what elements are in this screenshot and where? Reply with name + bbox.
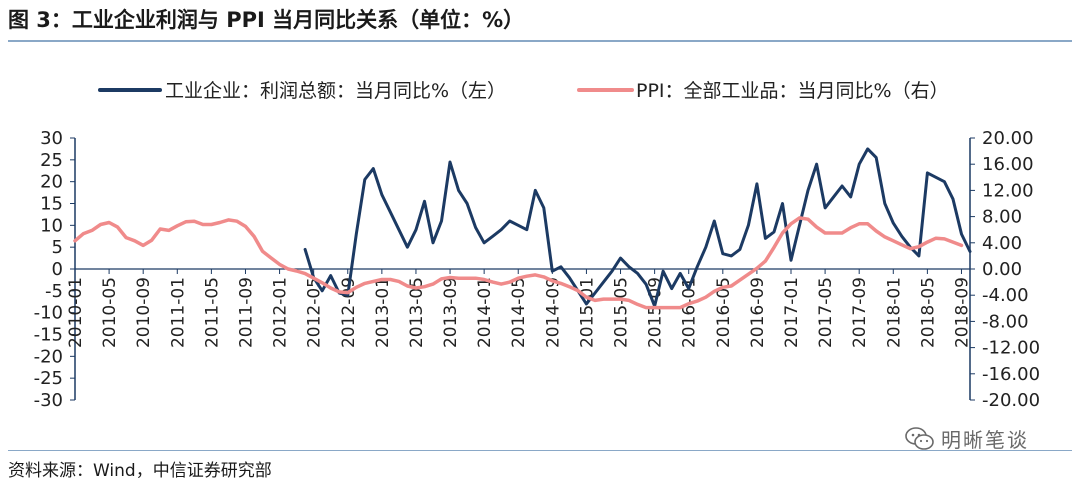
y-left-tick-label: 30 xyxy=(40,128,63,149)
x-tick-label: 2018-01 xyxy=(884,277,904,348)
chart-title: 图 3：工业企业利润与 PPI 当月同比关系（单位：%） xyxy=(8,8,525,32)
y-left-tick-label: -15 xyxy=(34,325,63,346)
y-right-tick-label: -16.00 xyxy=(982,364,1040,385)
x-tick-label: 2010-01 xyxy=(66,277,86,348)
source-note: 资料来源：Wind，中信证券研究部 xyxy=(8,461,272,481)
title-divider xyxy=(8,40,1072,42)
y-left-tick-label: -10 xyxy=(34,303,63,324)
y-left-tick-label: 20 xyxy=(40,172,63,193)
x-tick-label: 2015-05 xyxy=(612,277,632,348)
y-left-tick-label: 15 xyxy=(40,194,63,215)
x-tick-label: 2013-05 xyxy=(407,277,427,348)
x-tick-label: 2014-05 xyxy=(509,277,529,348)
x-tick-label: 2015-01 xyxy=(577,277,597,348)
x-tick-label: 2017-01 xyxy=(782,277,802,348)
y-right-tick-label: 0.00 xyxy=(982,259,1022,280)
footer-divider xyxy=(8,450,1072,451)
y-left-tick-label: -30 xyxy=(34,390,63,411)
x-tick-label: 2010-09 xyxy=(134,277,154,348)
x-tick-label: 2016-05 xyxy=(714,277,734,348)
y-left-tick-label: 5 xyxy=(52,237,63,258)
y-right-tick-label: -20.00 xyxy=(982,390,1040,411)
series-lines xyxy=(73,147,972,310)
y-left-tick-label: 25 xyxy=(40,150,63,171)
y-right-tick-label: 4.00 xyxy=(982,233,1022,254)
x-tick-label: 2013-01 xyxy=(373,277,393,348)
y-right-tick-label: 8.00 xyxy=(982,207,1022,228)
x-tick-label: 2012-05 xyxy=(305,277,325,348)
y-right-tick-label: -8.00 xyxy=(982,311,1029,332)
y-left-tick-label: -5 xyxy=(45,281,63,302)
x-tick-label: 2017-09 xyxy=(850,277,870,348)
chart-area: 工业企业：利润总额：当月同比%（左） PPI：全部工业品：当月同比%（右） 30… xyxy=(34,80,1040,411)
x-tick-label: 2012-01 xyxy=(271,277,291,348)
x-tick-label: 2010-05 xyxy=(100,277,120,348)
watermark: 明晰笔谈 xyxy=(905,424,1029,453)
series-line-profit xyxy=(303,147,972,308)
y-left-tick-label: 0 xyxy=(52,259,63,280)
y-right-tick-label: -4.00 xyxy=(982,285,1029,306)
x-tick-label: 2011-01 xyxy=(168,277,188,348)
x-tick-label: 2017-05 xyxy=(816,277,836,348)
x-tick-label: 2016-09 xyxy=(748,277,768,348)
y-right-tick-label: 20.00 xyxy=(982,128,1034,149)
x-tick-label: 2013-09 xyxy=(441,277,461,348)
y-right-tick-label: -12.00 xyxy=(982,338,1040,359)
x-tick-label: 2014-09 xyxy=(543,277,563,348)
y-right-tick-label: 12.00 xyxy=(982,180,1034,201)
y-left-tick-label: -20 xyxy=(34,346,63,367)
x-tick-label: 2011-09 xyxy=(236,277,256,348)
series-line-ppi xyxy=(73,216,964,310)
legend-label-profit: 工业企业：利润总额：当月同比%（左） xyxy=(165,80,506,102)
watermark-text: 明晰笔谈 xyxy=(941,428,1029,452)
x-tick-label: 2018-09 xyxy=(952,277,972,348)
legend-label-ppi: PPI：全部工业品：当月同比%（右） xyxy=(636,80,949,102)
x-tick-label: 2011-05 xyxy=(202,277,222,348)
legend: 工业企业：利润总额：当月同比%（左） PPI：全部工业品：当月同比%（右） xyxy=(98,80,949,102)
y-left-tick-label: -25 xyxy=(34,368,63,389)
x-tick-label: 2016-01 xyxy=(680,277,700,348)
wechat-icon xyxy=(905,426,934,450)
y-left-tick-label: 10 xyxy=(40,215,63,236)
x-tick-label: 2018-05 xyxy=(918,277,938,348)
y-right-tick-label: 16.00 xyxy=(982,154,1034,175)
x-tick-label: 2014-01 xyxy=(475,277,495,348)
